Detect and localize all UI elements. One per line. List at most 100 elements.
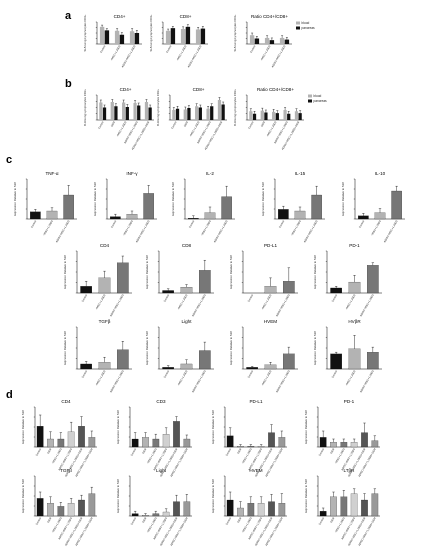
chart-c4: IL-15 Expression Relative to S18 Control +M… xyxy=(261,171,325,243)
x-tick-label: AD/SC+MSC+1,25D3+GEM xyxy=(347,448,367,478)
y-axis-label: % Among Lymphocytes CD3+ xyxy=(83,14,87,51)
x-tick-label: Control xyxy=(224,447,232,457)
bar xyxy=(88,437,96,448)
x-tick-label: Control xyxy=(246,369,254,379)
y-axis-label: Expression Relative to S18 xyxy=(63,255,67,289)
bar xyxy=(117,349,129,370)
chart-d5: TGFβ Expression Relative to S18 Control GEM… xyxy=(21,468,97,547)
x-tick-label: AD/SC+MSC+1,25D3+GEM xyxy=(169,517,189,547)
bar-blood xyxy=(264,37,270,44)
chart-c6: CD4 Expression Relative to S18 Control +MSC… xyxy=(63,243,132,317)
bar xyxy=(237,507,244,517)
y-axis-label: Expression Relative to S18 xyxy=(63,331,67,365)
bar-pancreas xyxy=(210,106,214,120)
bar-blood xyxy=(110,102,114,120)
chart-title: CD8+ xyxy=(180,14,192,19)
x-tick-label: +MSC+1,25D3 xyxy=(42,219,54,236)
chart-title: Ratio CD4+/CD8+ xyxy=(251,14,288,19)
bar xyxy=(152,513,160,517)
chart-title: PD-L1 xyxy=(249,399,262,404)
x-tick-label: +MSC+1,25D3 xyxy=(94,293,106,310)
x-tick-label: +MSC+1,25D3 xyxy=(175,44,187,61)
chart-title: LTβR xyxy=(344,468,356,473)
x-tick-label: +MSC+1,25D3 xyxy=(176,369,188,386)
x-tick-label: AD/SC+MSC+1,25D3 xyxy=(359,369,375,393)
chart-d6: Light Expression Relative to S18 Control GE… xyxy=(116,468,192,547)
bar xyxy=(98,362,111,370)
x-tick-label: Control xyxy=(80,369,88,379)
bar xyxy=(350,493,358,517)
chart-title: IL-15 xyxy=(295,171,306,176)
bar xyxy=(371,493,379,517)
bar-pancreas xyxy=(170,28,176,44)
chart-c9: PD-1 Expression Relative to S18 Control +MS… xyxy=(313,243,382,317)
bar xyxy=(180,287,193,294)
x-tick-label: +MSC+1,25D3 xyxy=(146,447,158,464)
chart-d2: CD3 Expression Relative to S18 Control GEM +… xyxy=(116,399,192,478)
x-tick-label: AD/SC+MSC+1,25D3+GEM xyxy=(74,448,94,478)
bar xyxy=(47,438,54,448)
bar-blood xyxy=(260,110,264,120)
x-tick-label: Control xyxy=(99,44,107,54)
chart-title: HVEM xyxy=(264,319,277,324)
x-tick-label: +MSC+1,25D3 xyxy=(334,516,346,533)
legend-swatch xyxy=(308,99,312,103)
bar-blood xyxy=(294,111,299,120)
bar-pancreas xyxy=(264,112,268,120)
bar-blood xyxy=(183,109,187,120)
bar-pancreas xyxy=(114,106,118,120)
x-tick-label: Control xyxy=(97,120,105,130)
chart-c11: Light Expression Relative to S18 Control +M… xyxy=(145,319,214,393)
bar xyxy=(152,438,160,448)
x-tick-label: +MSC+1,25D3 xyxy=(94,369,106,386)
x-tick-label: +MSC+1,25D3 xyxy=(334,447,346,464)
x-tick-label: Control xyxy=(129,516,137,526)
bar xyxy=(361,499,368,517)
bar xyxy=(391,190,402,220)
x-tick-label: AD/SC+MSC+1,25D3 xyxy=(213,219,229,243)
x-tick-label: +MSC+1,25D3 xyxy=(109,44,121,61)
bar xyxy=(78,426,85,448)
bar-pancreas xyxy=(134,33,140,44)
bar xyxy=(319,511,327,517)
bar xyxy=(330,353,342,370)
x-tick-label: Control xyxy=(34,447,42,457)
chart-title: Ratio CD4+/CD8+ xyxy=(257,87,294,92)
x-tick-label: Control xyxy=(129,447,137,457)
bar xyxy=(30,211,41,220)
bar xyxy=(340,496,348,517)
chart-c12: HVEM Expression Relative to S18 Control +MS… xyxy=(229,319,298,393)
chart-title: CD3 xyxy=(156,399,166,404)
bar xyxy=(294,210,306,220)
x-tick-label: AD/SC+MSC+1,25D3+GEM xyxy=(264,517,284,547)
bar xyxy=(361,432,368,448)
chart-d3: PD-L1 Expression Relative to S18 Control GE… xyxy=(211,399,287,478)
legend-swatch xyxy=(296,21,300,25)
bar xyxy=(278,503,286,517)
x-tick-label: AD/SC+MSC+1,25D3+GEM xyxy=(74,517,94,547)
bar xyxy=(110,216,121,220)
bar xyxy=(131,513,139,517)
y-axis-label: Expression Relative to S18 xyxy=(116,479,120,513)
bar-blood xyxy=(99,26,105,44)
bar xyxy=(131,438,139,448)
bar-blood xyxy=(165,30,171,44)
bar xyxy=(67,431,75,448)
bar xyxy=(117,262,129,294)
bar xyxy=(374,212,386,220)
x-tick-label: +MSC+1,25D3 xyxy=(344,293,356,310)
x-tick-label: GEM xyxy=(329,448,335,455)
bar xyxy=(126,214,138,220)
chart-d7: HVEM Expression Relative to S18 Control GEM… xyxy=(211,468,287,547)
bar-pancreas xyxy=(284,39,290,44)
x-tick-label: Control xyxy=(80,293,88,303)
x-tick-label: AD/SC+MSC+1,25D3+GEM xyxy=(64,448,84,478)
y-axis-label: Expression Relative to S18 xyxy=(313,255,317,289)
bar xyxy=(98,277,111,294)
bar xyxy=(57,438,65,448)
x-tick-label: AD/SC+MSC+1,25D3+GEM xyxy=(159,448,179,478)
x-tick-label: +MSC+1,25D3 xyxy=(146,516,158,533)
y-axis-label: Expression Relative to S18 xyxy=(261,182,265,216)
legend-swatch xyxy=(308,94,312,98)
